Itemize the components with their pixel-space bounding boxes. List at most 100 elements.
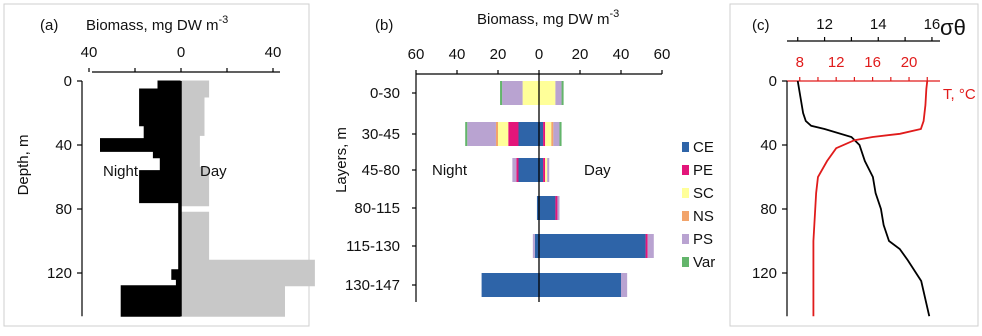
panel-c-temp-tick-label: 8 [796, 54, 804, 71]
panel-b-category-label: 80-115 [354, 200, 400, 217]
panel-b-bar-day-ce [539, 158, 544, 182]
panel-b-title-sup: -3 [610, 8, 620, 20]
panel-b-legend: CE PE SC NS PS Var [682, 139, 715, 271]
panel-c-sigma-tick-label: 16 [924, 16, 941, 33]
panel-b-bar-day-ce [539, 122, 544, 146]
panel-a-frame [3, 3, 310, 327]
panel-b-x-tick-label: 40 [449, 46, 466, 63]
panel-b-bar-day-sc [545, 158, 548, 182]
panel-b-x-tick-label: 0 [535, 46, 543, 63]
panel-b-bar-night-var [500, 81, 503, 105]
panel-b-legend-swatch [682, 188, 689, 198]
panel-c-y-tick-label: 0 [769, 73, 777, 90]
panel-b-x-tick-label: 20 [572, 46, 589, 63]
panel-b-axes: 0-30 30-45 45-80 80-115 115-130 130-147 60 40 20… [345, 46, 670, 302]
panel-b-bar-day-ps [553, 122, 560, 146]
panel-b-legend-swatch [682, 257, 689, 267]
panel-b-bar-day-pe [543, 122, 546, 146]
panel-b-bar-day-var [561, 81, 564, 105]
panel-b-bar-day-ps [547, 158, 550, 182]
panel-b-bar-day-sc [545, 122, 552, 146]
panel-b-legend-swatch [682, 165, 689, 175]
panel-c-sigma-label: σθ [940, 15, 966, 40]
panel-c-axes: 12 14 16 8 12 16 20 0 40 80 120 [752, 16, 941, 317]
panel-c-temp-tick-label: 12 [828, 54, 845, 71]
panel-a-y-tick-label: 40 [55, 137, 72, 154]
panel-b-bar-night-ps [532, 234, 535, 258]
panel-b-bar-night-ce [518, 158, 539, 182]
panel-a-area-day [180, 80, 315, 317]
panel-c-frame [729, 3, 979, 327]
panel-b-legend-label: SC [693, 185, 714, 202]
panel-b-legend-label: Var [693, 254, 715, 271]
panel-b-legend-swatch [682, 211, 689, 221]
panel-c-sigma-line [796, 80, 931, 317]
panel-b-legend-swatch [682, 142, 689, 152]
panel-b-bar-night-ce [481, 273, 539, 297]
panel-b-bar-night-sc [498, 122, 509, 146]
panel-a-x-tick-label: 0 [177, 44, 185, 61]
panel-b-category-label: 0-30 [370, 85, 400, 102]
panel-b-bar-night-ns [495, 122, 498, 146]
panel-c-y-tick-label: 40 [760, 137, 777, 154]
panel-b-bar-day-ce [539, 273, 621, 297]
panel-c-temp-tick-label: 20 [901, 54, 918, 71]
panel-b-bar-day-ps [647, 234, 654, 258]
panel-b-bar-night-ps [467, 122, 496, 146]
panel-c-y-tick-label: 120 [752, 265, 777, 282]
panel-c-y-tick-label: 80 [760, 201, 777, 218]
panel-b-bar-day-sc [539, 81, 556, 105]
panel-b-x-tick-label: 60 [654, 46, 671, 63]
panel-b-bar-day-ps [557, 196, 560, 220]
panel-c-temp-label: T, °C [943, 86, 976, 103]
panel-b-category-label: 45-80 [362, 162, 400, 179]
panel-c-label: (c) [752, 17, 770, 34]
panel-b-bar-night-ps [502, 81, 523, 105]
panel-a-axes: 0 40 80 120 40 0 40 [47, 44, 281, 317]
panel-b-bar-day-pe [543, 158, 546, 182]
panel-c-sigma-tick-label: 12 [816, 16, 833, 33]
panel-b-bars [465, 81, 654, 297]
panel-b-legend-label: PE [693, 162, 713, 179]
panel-b-bar-day-ps [555, 81, 562, 105]
panel-b-bar-night-ce [536, 196, 539, 220]
panel-b-legend-label: PS [693, 231, 713, 248]
panel-a: (a) Biomass, mg DW m-3 Depth, m 0 40 80 120… [3, 3, 315, 327]
panel-b-title-text: Biomass, mg DW m [477, 11, 610, 28]
panel-a-y-tick-label: 120 [47, 265, 72, 282]
panel-b-bar-night-pe [516, 158, 519, 182]
panel-c-lines [796, 80, 931, 317]
panel-b-bar-day-ce [539, 234, 646, 258]
panel-a-title-text: Biomass, mg DW m [86, 17, 219, 34]
panel-b-x-tick-label: 40 [613, 46, 630, 63]
panel-a-night-label: Night [103, 163, 139, 180]
panel-b-bar-night-ce [518, 122, 539, 146]
panel-a-ylabel: Depth, m [15, 135, 32, 196]
panel-a-y-tick-label: 0 [64, 73, 72, 90]
panel-b-category-label: 115-130 [346, 238, 400, 255]
panel-b-bar-night-sc [522, 81, 539, 105]
panel-b-x-tick-label: 20 [490, 46, 507, 63]
panel-b-night-label: Night [432, 162, 468, 179]
panel-b: (b) Biomass, mg DW m-3 Layers, m 0-30 30-… [320, 4, 715, 322]
panel-c: (c) 12 14 16 8 12 16 20 0 40 80 120 σθ T, °C [729, 3, 979, 327]
panel-b-bar-day-ce [539, 196, 556, 220]
panel-a-area-night [100, 80, 182, 317]
panel-b-title: Biomass, mg DW m-3 [477, 8, 619, 28]
panel-b-bar-night-ps [512, 158, 517, 182]
panel-a-label: (a) [40, 17, 58, 34]
panel-b-bar-night-ce [534, 234, 539, 258]
panel-b-bar-day-pe [555, 196, 558, 220]
panel-b-bar-night-pe [508, 122, 519, 146]
panel-b-label: (b) [375, 17, 393, 34]
panel-c-temp-tick-label: 16 [864, 54, 881, 71]
panel-b-legend-label: CE [693, 139, 714, 156]
panel-b-bar-day-ns [551, 122, 554, 146]
panel-b-legend-label: NS [693, 208, 714, 225]
panel-b-bar-day-ps [621, 273, 628, 297]
panel-a-title-sup: -3 [219, 14, 229, 26]
panel-b-bar-day-pe [645, 234, 648, 258]
panel-a-day-label: Day [200, 163, 227, 180]
